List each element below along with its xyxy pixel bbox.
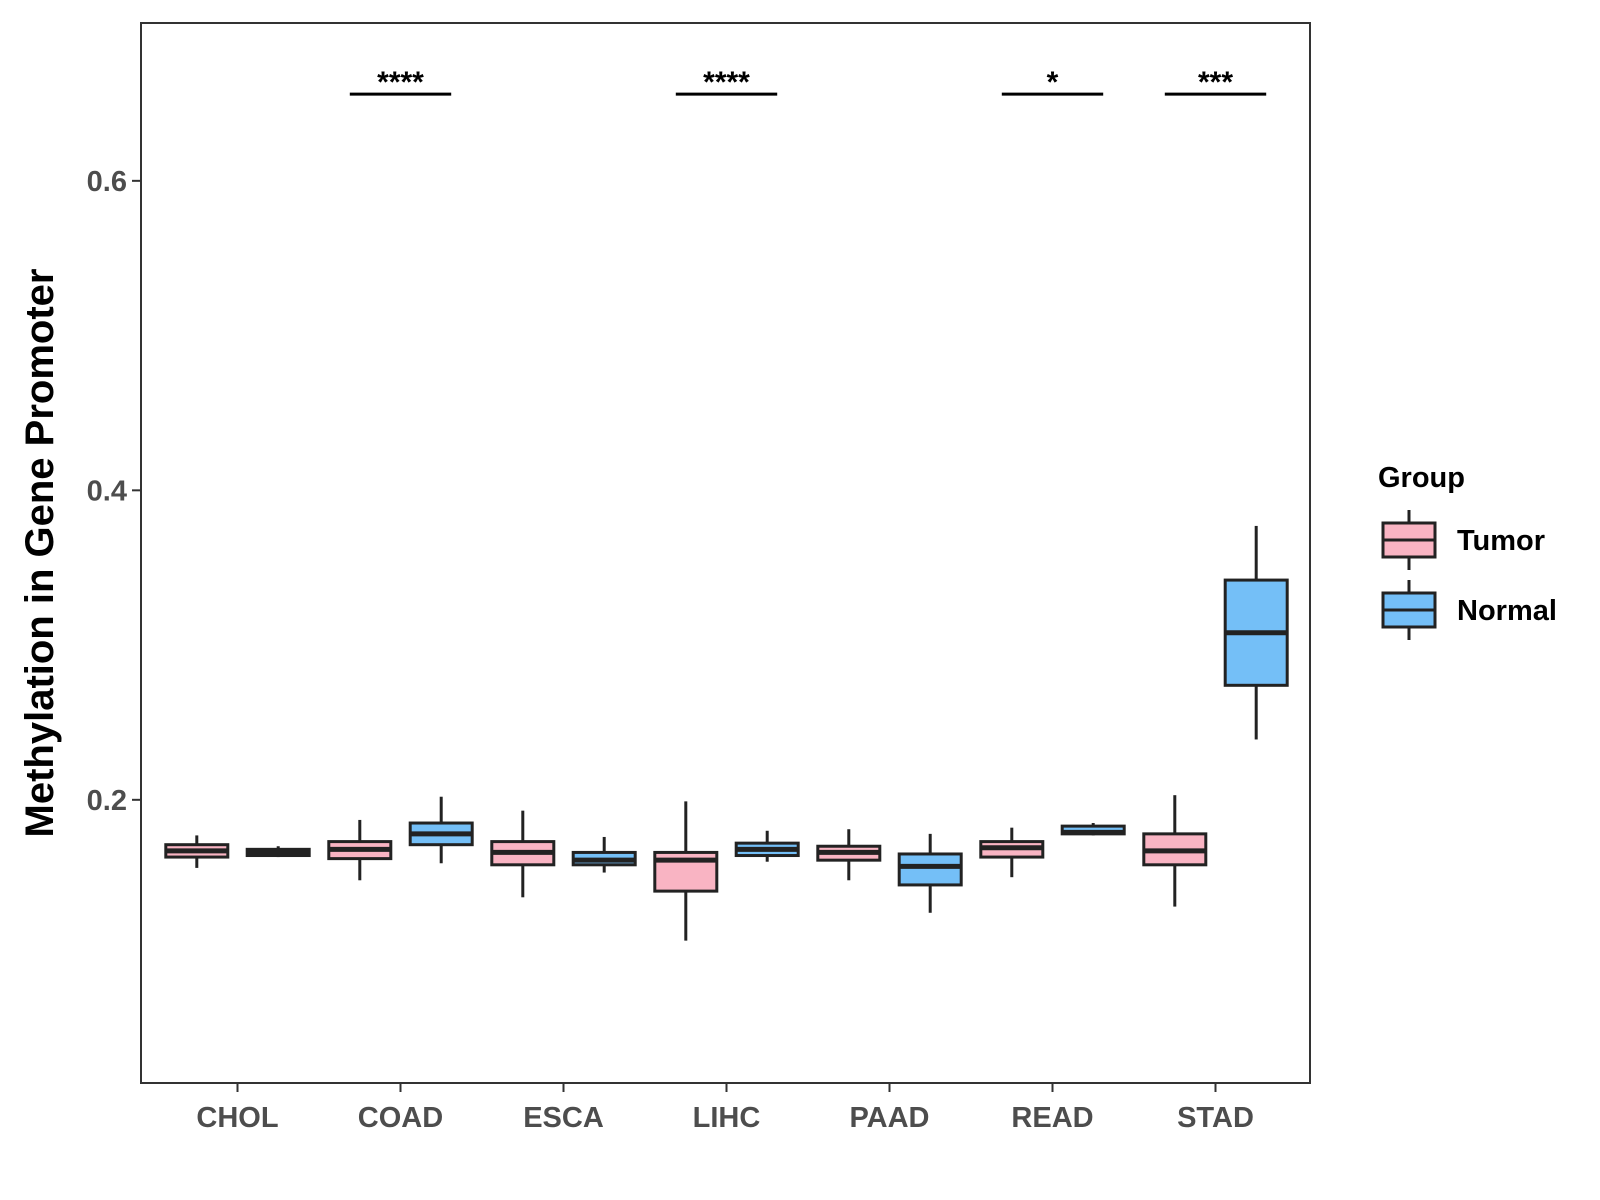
legend-label-tumor: Tumor bbox=[1457, 525, 1545, 557]
box-normal-lihc bbox=[734, 830, 800, 862]
y-axis-title: Methylation in Gene Promoter bbox=[18, 269, 62, 838]
x-tick-label-paad: PAAD bbox=[849, 1102, 929, 1134]
legend-entry-normal: Normal bbox=[1381, 580, 1557, 640]
significance-read: * bbox=[1001, 66, 1104, 99]
x-tick-label-coad: COAD bbox=[358, 1102, 443, 1134]
significance-label: *** bbox=[1198, 66, 1233, 99]
significance-stad: *** bbox=[1164, 66, 1267, 99]
significance-lihc: **** bbox=[675, 66, 778, 99]
box-normal-chol bbox=[245, 846, 311, 858]
y-tick-label: 0.2 bbox=[87, 785, 127, 817]
x-tick-label-esca: ESCA bbox=[523, 1102, 604, 1134]
y-axis: 0.2 0.4 0.6 bbox=[87, 166, 141, 817]
y-tick-label: 0.4 bbox=[87, 475, 127, 507]
box-body bbox=[897, 852, 963, 887]
box-normal-read bbox=[1060, 823, 1126, 836]
significance-coad: **** bbox=[349, 66, 452, 99]
y-tick-label: 0.6 bbox=[87, 166, 127, 198]
box-tumor-coad bbox=[327, 819, 393, 881]
legend: Group Tumor Normal bbox=[1378, 462, 1557, 640]
significance-layer: **** **** * *** bbox=[349, 66, 1267, 99]
box-tumor-read bbox=[979, 827, 1045, 878]
x-tick-label-chol: CHOL bbox=[196, 1102, 278, 1134]
x-tick-label-read: READ bbox=[1011, 1102, 1093, 1134]
x-tick-label-stad: STAD bbox=[1177, 1102, 1254, 1134]
x-axis: CHOL COAD ESCA LIHC PAAD READ STAD bbox=[196, 1083, 1254, 1134]
box-tumor-chol bbox=[164, 835, 230, 868]
legend-label-normal: Normal bbox=[1457, 595, 1557, 627]
box-normal-stad bbox=[1223, 525, 1289, 740]
plot-panel bbox=[140, 22, 1311, 1084]
box-tumor-stad bbox=[1142, 795, 1208, 907]
box-normal-paad bbox=[897, 833, 963, 913]
box-tumor-esca bbox=[490, 810, 556, 898]
boxes-layer bbox=[164, 525, 1289, 941]
legend-entry-tumor: Tumor bbox=[1381, 510, 1545, 570]
significance-label: **** bbox=[377, 66, 424, 99]
box-tumor-lihc bbox=[653, 801, 719, 941]
significance-label: **** bbox=[703, 66, 750, 99]
legend-title: Group bbox=[1378, 462, 1465, 494]
box-tumor-paad bbox=[816, 829, 882, 881]
x-tick-label-lihc: LIHC bbox=[693, 1102, 761, 1134]
box-normal-esca bbox=[571, 836, 637, 873]
box-normal-coad bbox=[408, 796, 474, 864]
significance-label: * bbox=[1047, 66, 1059, 99]
